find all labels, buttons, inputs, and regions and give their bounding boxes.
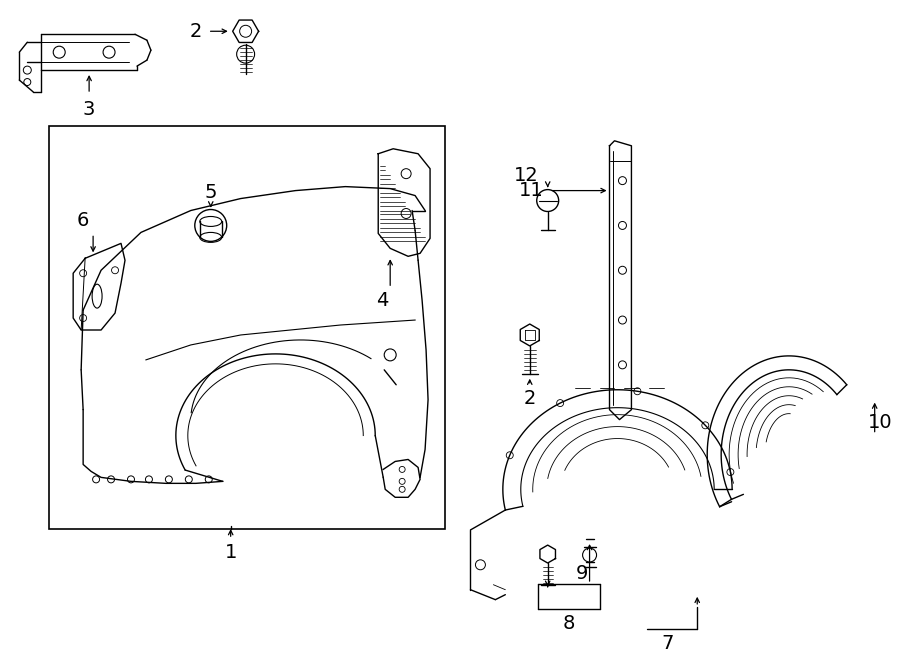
Text: 6: 6	[76, 211, 89, 230]
Text: 3: 3	[83, 100, 95, 120]
Text: 11: 11	[519, 181, 544, 200]
Text: 12: 12	[513, 166, 538, 185]
Text: 1: 1	[224, 543, 237, 562]
Text: 2: 2	[190, 22, 202, 41]
Text: 2: 2	[524, 389, 536, 408]
Bar	[50, 126, 445, 529]
Text: 8: 8	[562, 614, 575, 633]
Text: 10: 10	[868, 413, 893, 432]
Text: 9: 9	[575, 564, 588, 584]
Text: 5: 5	[204, 183, 217, 202]
Text: 4: 4	[376, 291, 389, 309]
Text: 7: 7	[662, 634, 673, 653]
